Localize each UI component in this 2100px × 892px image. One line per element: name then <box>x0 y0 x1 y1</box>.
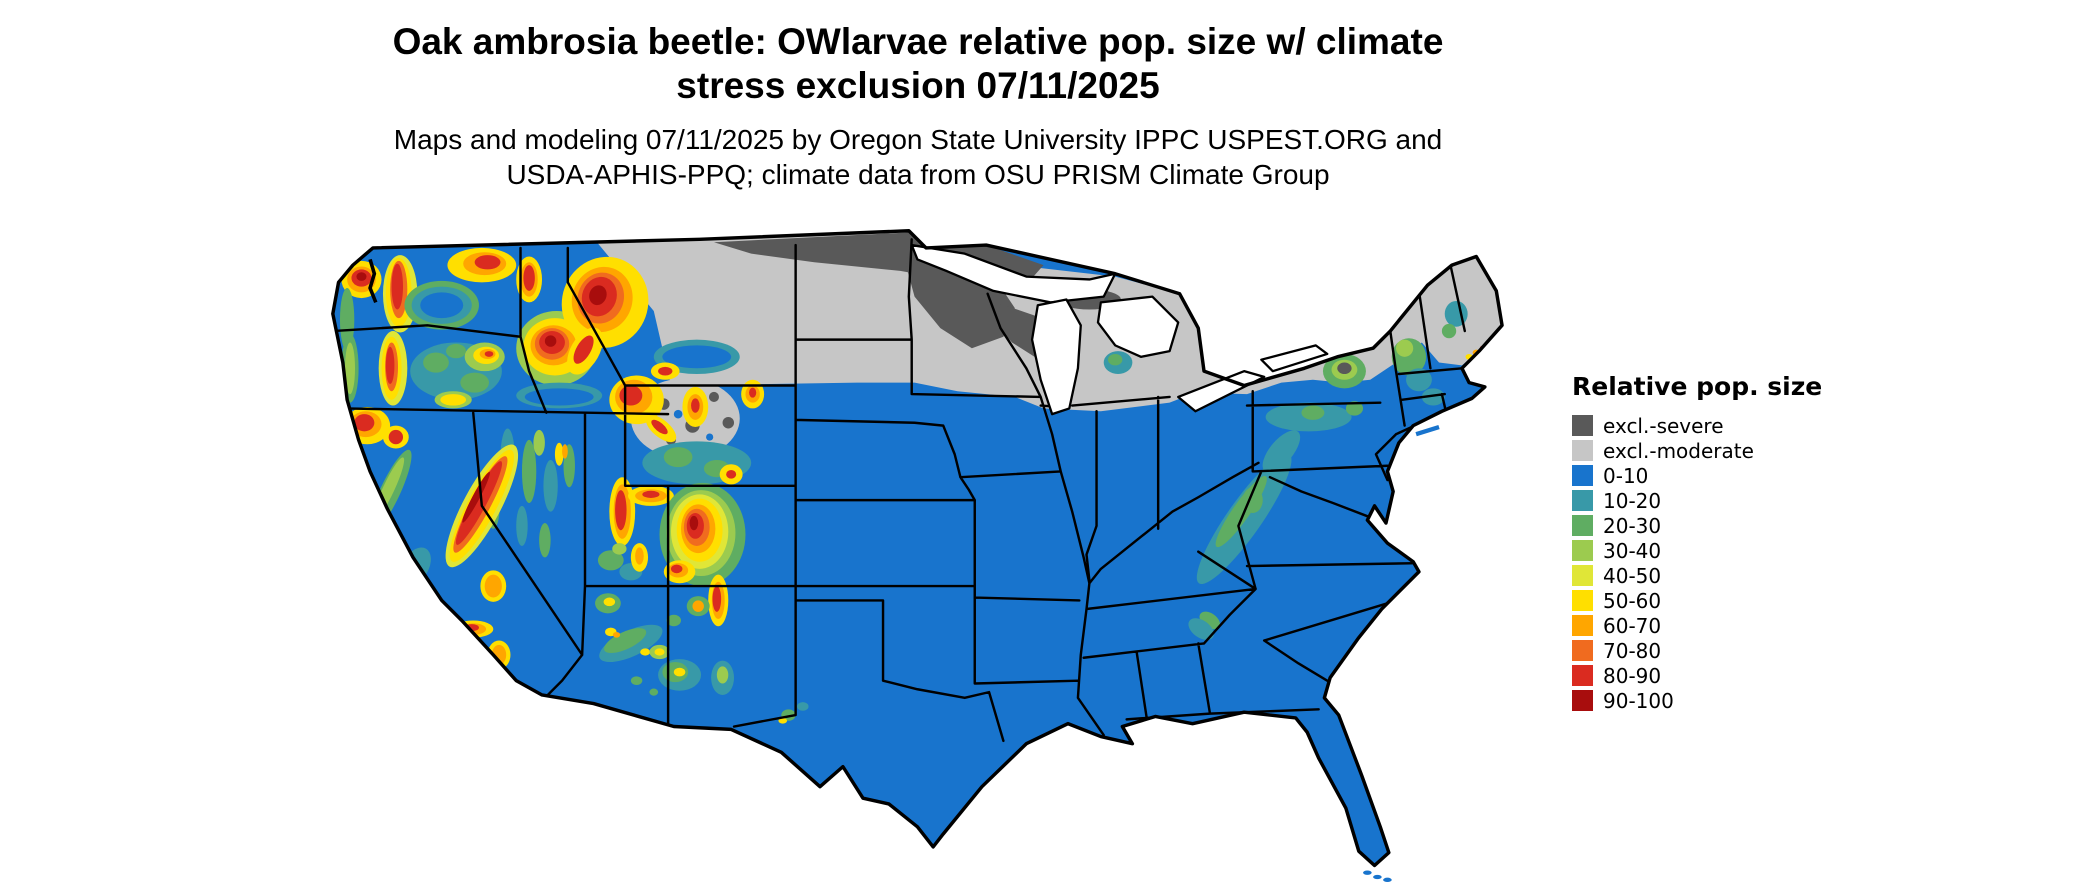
legend-label: 40-50 <box>1603 563 1662 588</box>
legend-item: 40-50 <box>1572 563 1852 588</box>
legend-label: 10-20 <box>1603 488 1662 513</box>
legend-item: 20-30 <box>1572 513 1852 538</box>
legend-label: 50-60 <box>1603 588 1662 613</box>
title-line-1: Oak ambrosia beetle: OWlarvae relative p… <box>392 21 1444 62</box>
legend-label: 20-30 <box>1603 513 1662 538</box>
legend-swatch <box>1572 565 1593 586</box>
legend-swatch <box>1572 690 1593 711</box>
us-map <box>305 225 1527 887</box>
legend-item: 0-10 <box>1572 463 1852 488</box>
lake-michigan <box>1030 298 1082 416</box>
legend-items: excl.-severe excl.-moderate 0-10 10-20 20-30… <box>1572 413 1852 713</box>
legend-label: 30-40 <box>1603 538 1662 563</box>
subtitle-line-2: USDA-APHIS-PPQ; climate data from OSU PR… <box>506 159 1330 190</box>
legend-label: 70-80 <box>1603 638 1662 663</box>
legend-item: 10-20 <box>1572 488 1852 513</box>
legend-label: 90-100 <box>1603 688 1674 713</box>
puget-sound <box>368 258 378 304</box>
legend-swatch <box>1572 590 1593 611</box>
great-lakes <box>910 243 1329 416</box>
legend-item: 60-70 <box>1572 613 1852 638</box>
legend-item: 90-100 <box>1572 688 1852 713</box>
lake-huron <box>1096 295 1180 358</box>
legend: Relative pop. size excl.-severe excl.-mod… <box>1572 372 1852 713</box>
map-title: Oak ambrosia beetle: OWlarvae relative p… <box>0 20 1836 108</box>
legend-label: excl.-moderate <box>1603 438 1754 463</box>
legend-swatch <box>1572 540 1593 561</box>
legend-label: excl.-severe <box>1603 413 1724 438</box>
legend-item: 80-90 <box>1572 663 1852 688</box>
lake-superior <box>910 243 1117 304</box>
legend-swatch <box>1572 490 1593 511</box>
subtitle-line-1: Maps and modeling 07/11/2025 by Oregon S… <box>393 124 1443 155</box>
legend-swatch <box>1572 640 1593 661</box>
legend-swatch <box>1572 415 1593 436</box>
legend-title: Relative pop. size <box>1572 372 1823 401</box>
legend-swatch <box>1572 465 1593 486</box>
legend-item: 50-60 <box>1572 588 1852 613</box>
legend-item: 70-80 <box>1572 638 1852 663</box>
legend-swatch <box>1572 440 1593 461</box>
legend-label: 0-10 <box>1603 463 1649 488</box>
map-subtitle: Maps and modeling 07/11/2025 by Oregon S… <box>0 122 1836 192</box>
legend-label: 80-90 <box>1603 663 1662 688</box>
legend-swatch <box>1572 515 1593 536</box>
long-island <box>1415 424 1440 437</box>
legend-label: 60-70 <box>1603 613 1662 638</box>
lake-erie <box>1177 370 1266 413</box>
legend-item: excl.-severe <box>1572 413 1852 438</box>
legend-swatch <box>1572 665 1593 686</box>
legend-swatch <box>1572 615 1593 636</box>
lake-ontario <box>1260 344 1329 373</box>
title-line-2: stress exclusion 07/11/2025 <box>676 65 1160 106</box>
us-map-svg <box>331 229 1504 882</box>
legend-item: excl.-moderate <box>1572 438 1852 463</box>
legend-item: 30-40 <box>1572 538 1852 563</box>
florida-keys <box>1363 870 1392 882</box>
